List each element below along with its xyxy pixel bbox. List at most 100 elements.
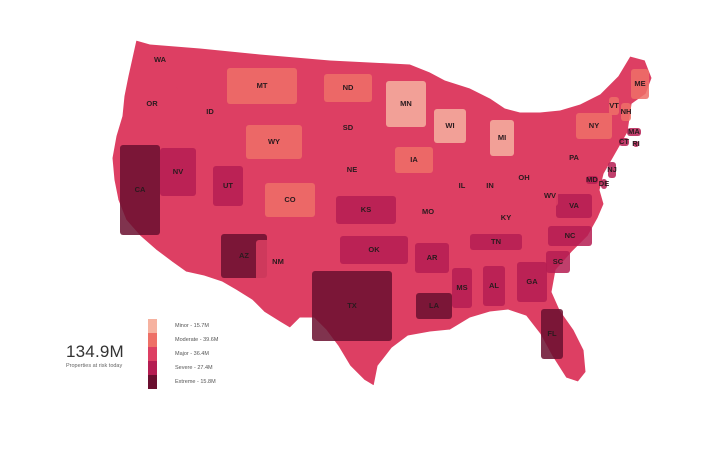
state-label-sc: SC (553, 257, 564, 266)
state-mi (490, 120, 514, 156)
state-label-me: ME (634, 79, 645, 88)
state-ok (340, 236, 408, 264)
state-az (221, 234, 267, 278)
legend-item: Extreme - 15.8M (148, 375, 218, 389)
state-wy (246, 125, 302, 159)
state-label-tn: TN (491, 237, 501, 246)
state-il (451, 164, 473, 208)
state-ga (517, 262, 547, 302)
state-label-mn: MN (400, 99, 412, 108)
state-label-nc: NC (565, 231, 576, 240)
state-label-ia: IA (410, 155, 418, 164)
state-or (126, 87, 178, 121)
risk-summary: 134.9M Properties at risk today (66, 342, 124, 370)
legend-swatch (148, 319, 157, 333)
state-ks (336, 196, 396, 224)
legend-label: Extreme - 15.8M (175, 379, 216, 385)
state-label-mt: MT (257, 81, 268, 90)
state-label-ky: KY (501, 213, 511, 222)
state-label-or: OR (146, 99, 158, 108)
state-label-la: LA (429, 301, 440, 310)
state-label-il: IL (459, 181, 466, 190)
state-ky (485, 210, 527, 226)
state-label-de: DE (599, 179, 609, 188)
state-nd (324, 74, 372, 102)
state-label-mo: MO (422, 207, 434, 216)
state-co (265, 183, 315, 217)
state-tn (470, 234, 522, 250)
state-id (199, 87, 221, 137)
state-label-md: MD (586, 175, 598, 184)
state-label-ma: MA (628, 127, 640, 136)
state-ca (120, 145, 160, 235)
total-properties-caption: Properties at risk today (66, 363, 123, 369)
state-mt (227, 68, 297, 104)
state-ma (627, 128, 641, 136)
state-nv (160, 148, 196, 196)
state-md (586, 176, 598, 184)
legend-swatch (148, 375, 157, 389)
state-ia (395, 147, 433, 173)
state-ri (633, 141, 639, 147)
state-ny (576, 113, 612, 139)
legend-label: Severe - 27.4M (175, 365, 213, 371)
state-label-nd: ND (343, 83, 354, 92)
state-label-nh: NH (621, 107, 632, 116)
state-mo (408, 195, 448, 229)
state-label-co: CO (284, 195, 295, 204)
state-label-ny: NY (589, 121, 599, 130)
state-label-wi: WI (445, 121, 454, 130)
state-me (631, 69, 649, 99)
state-label-wa: WA (154, 55, 167, 64)
total-properties-value: 134.9M (66, 342, 124, 361)
state-nh (621, 103, 631, 121)
state-label-fl: FL (547, 329, 557, 338)
legend-label: Moderate - 39.6M (175, 337, 219, 343)
legend-label: Minor - 15.7M (175, 323, 209, 329)
state-label-in: IN (486, 181, 494, 190)
state-de (601, 179, 607, 189)
state-label-wv: WV (544, 191, 556, 200)
state-label-oh: OH (518, 173, 529, 182)
state-layer: WA OR CA ID NV MT WY UT AZ CO NM ND SD NE KS OK TX MN IA MO… (120, 47, 649, 359)
state-label-va: VA (569, 201, 579, 210)
state-ne (324, 157, 380, 183)
state-label-mi: MI (498, 133, 506, 142)
state-wa (140, 47, 180, 73)
state-label-ks: KS (361, 205, 371, 214)
state-fl (541, 309, 563, 359)
state-vt (609, 97, 619, 115)
state-label-nv: NV (173, 167, 183, 176)
state-label-ms: MS (456, 283, 467, 292)
state-wv (542, 186, 558, 206)
state-nj (608, 162, 616, 178)
state-label-nj: NJ (607, 165, 617, 174)
state-label-tx: TX (347, 301, 357, 310)
state-label-ri: RI (632, 139, 640, 148)
state-pa (554, 147, 594, 169)
legend-item: Severe - 27.4M (148, 361, 218, 375)
state-label-nm: NM (272, 257, 284, 266)
state-tx (312, 271, 392, 341)
state-ut (213, 166, 243, 206)
state-label-ut: UT (223, 181, 233, 190)
state-la (416, 293, 452, 319)
state-sc (546, 251, 570, 273)
state-sd (324, 114, 372, 142)
state-label-id: ID (206, 107, 214, 116)
legend-swatch (148, 333, 157, 347)
state-label-pa: PA (569, 153, 579, 162)
state-va (556, 194, 592, 218)
state-label-sd: SD (343, 123, 354, 132)
state-ar (415, 243, 449, 273)
state-in (480, 168, 500, 204)
state-label-al: AL (489, 281, 499, 290)
risk-legend: Minor - 15.7M Moderate - 39.6M Major - 36.… (148, 319, 218, 389)
legend-swatch (148, 361, 157, 375)
state-label-ga: GA (526, 277, 538, 286)
state-wi (434, 109, 466, 143)
legend-swatch (148, 347, 157, 361)
state-nm (256, 240, 300, 284)
state-label-vt: VT (609, 101, 619, 110)
